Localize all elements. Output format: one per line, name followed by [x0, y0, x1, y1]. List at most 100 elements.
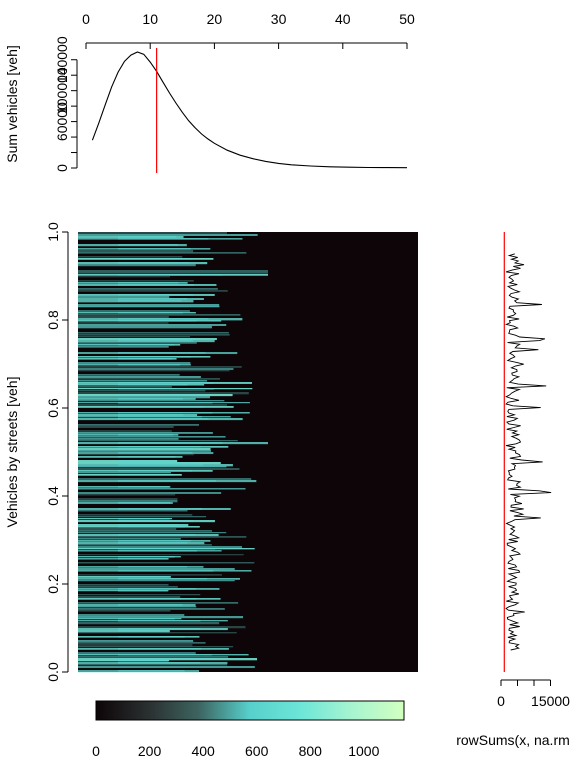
heatmap-row — [78, 646, 234, 648]
top-x-tick-label: 30 — [271, 11, 287, 27]
heatmap-row — [78, 642, 206, 644]
top-x-tick-label: 50 — [399, 11, 415, 27]
heatmap-row-core — [118, 670, 185, 672]
heatmap-row — [78, 288, 218, 290]
heatmap-row-core — [118, 480, 217, 482]
heatmap-row-core — [118, 486, 169, 488]
main-y-axis-label: Vehicles by streets [veh] — [4, 377, 20, 528]
heatmap-row — [78, 610, 171, 612]
heatmap-row-core — [118, 274, 223, 276]
heatmap-row-core — [118, 542, 188, 544]
heatmap-row — [78, 528, 177, 530]
heatmap-row — [78, 544, 212, 546]
heatmap-row — [78, 472, 171, 474]
colorbar-tick-label: 0 — [92, 743, 100, 759]
main-y-axis: 0.0 0.2 0.4 0.6 0.8 1.0 — [45, 222, 69, 682]
heatmap-row — [78, 374, 180, 376]
heatmap-row — [78, 396, 211, 399]
main-y-tick-label: 0.4 — [45, 486, 61, 506]
heatmap-row — [78, 232, 227, 234]
heatmap-row-core — [118, 284, 195, 286]
heatmap-row-core — [118, 630, 169, 632]
main-y-tick-label: 1.0 — [45, 222, 61, 242]
colorbar-ticks: 0 200 400 600 800 1000 — [92, 743, 380, 759]
heatmap-row-core — [118, 648, 201, 650]
heatmap-row — [78, 500, 178, 503]
heatmap-row — [78, 310, 190, 313]
heatmap-row-core — [118, 502, 171, 504]
heatmap-row-core — [118, 548, 216, 550]
heatmap-row-core — [118, 398, 183, 400]
heatmap-row-core — [118, 620, 201, 622]
heatmap-row-core — [118, 298, 188, 300]
heatmap-row — [78, 640, 194, 642]
heatmap-row — [78, 280, 194, 282]
heatmap-row-core — [118, 294, 194, 296]
heatmap-row-core — [118, 556, 175, 558]
heatmap-row-core — [118, 588, 196, 590]
heatmap-row-core — [118, 388, 214, 390]
heatmap-row-core — [118, 636, 185, 638]
heatmap-row — [78, 326, 212, 329]
heatmap-row — [78, 602, 239, 604]
top-y-tick-label: 0 — [54, 164, 70, 172]
heatmap-row — [78, 400, 225, 402]
heatmap-row — [78, 370, 230, 372]
heatmap-row — [78, 562, 255, 564]
heatmap-row — [78, 380, 208, 382]
heatmap-row — [78, 554, 244, 556]
right-x-axis-label: rowSums(x, na.rm — [456, 732, 570, 748]
heatmap-row — [78, 304, 220, 307]
heatmap-row-core — [118, 418, 209, 420]
heatmap-row-core — [118, 598, 197, 600]
heatmap-row — [78, 510, 188, 512]
heatmap-row-core — [118, 352, 206, 354]
heatmap-row — [78, 306, 220, 308]
heatmap-row-core — [118, 262, 190, 264]
heatmap-row — [78, 404, 228, 407]
heatmap-row — [78, 574, 222, 576]
heatmap-row — [78, 644, 193, 647]
heatmap-row — [78, 324, 227, 327]
heatmap-row — [78, 426, 174, 428]
top-y-tick-label: 140000 — [54, 36, 70, 83]
heatmap-row — [78, 632, 237, 634]
heatmap-row-core — [118, 590, 168, 592]
main-y-tick-label: 0.8 — [45, 310, 61, 330]
heatmap-row — [78, 336, 191, 338]
colorbar-tick-label: 200 — [138, 743, 162, 759]
colorbar-tick-label: 800 — [299, 743, 323, 759]
heatmap-row — [78, 376, 201, 378]
heatmap-row-core — [118, 448, 191, 450]
heatmap-row — [78, 494, 176, 496]
heatmap-row — [78, 314, 241, 316]
heatmap-row-core — [118, 238, 209, 240]
heatmap-row-core — [118, 662, 201, 664]
heatmap-row — [78, 614, 185, 617]
colorbar-tick-label: 600 — [245, 743, 269, 759]
heatmap-row — [78, 454, 194, 456]
heatmap-row-core — [118, 534, 196, 536]
heatmap-row-core — [118, 340, 194, 342]
heatmap-row — [78, 250, 194, 253]
heatmap-row-core — [118, 456, 176, 458]
colorbar-tick-label: 1000 — [348, 743, 379, 759]
heatmap-row-core — [118, 406, 204, 408]
heatmap-row-core — [118, 282, 179, 284]
heatmap-row — [78, 468, 240, 471]
heatmap-row — [78, 516, 207, 518]
colorbar: 0 200 400 600 800 1000 — [92, 700, 405, 759]
heatmap-row-core — [118, 416, 203, 418]
heatmap-row — [78, 580, 235, 582]
heatmap-row-core — [118, 508, 203, 510]
heatmap-row — [78, 546, 242, 549]
heatmap-row — [78, 436, 226, 438]
heatmap-row — [78, 594, 201, 596]
top-x-tick-label: 40 — [335, 11, 351, 27]
heatmap-row-core — [118, 244, 178, 246]
heatmap-row-core — [118, 576, 170, 578]
heatmap-row — [78, 626, 246, 629]
heatmap-row — [78, 290, 228, 292]
heatmap-row-core — [118, 382, 214, 384]
